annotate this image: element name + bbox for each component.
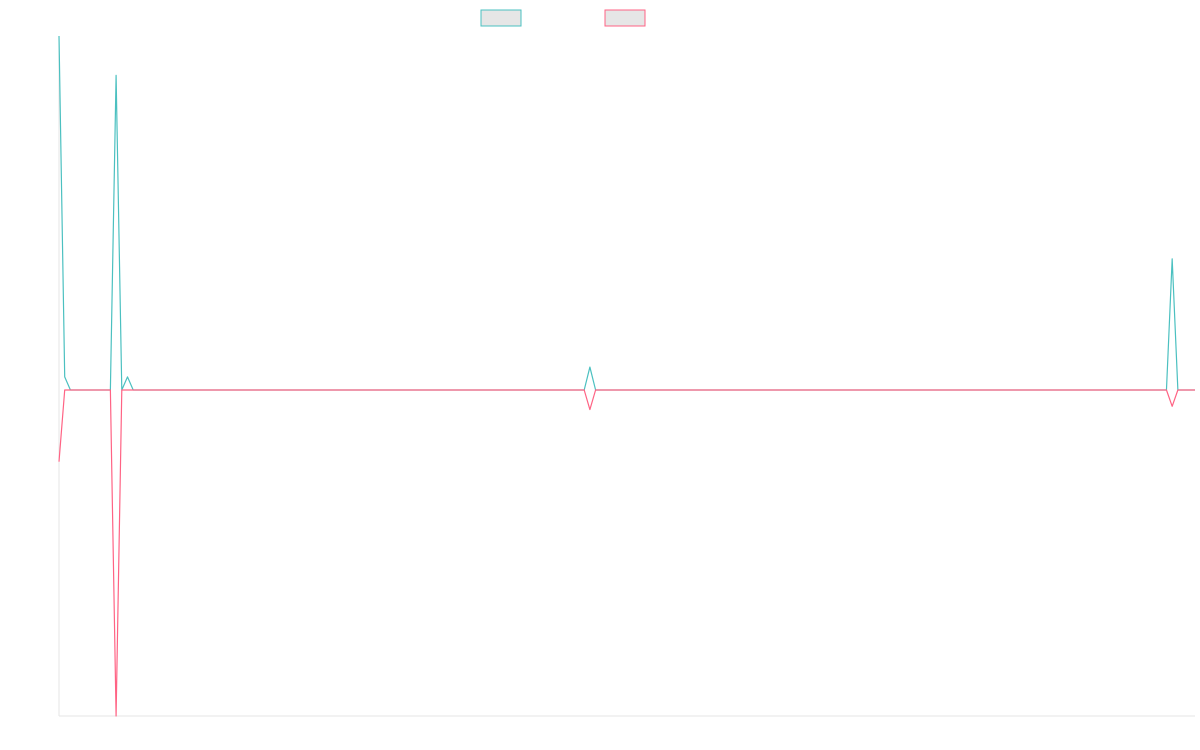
series-layer — [58, 35, 1195, 717]
legend-swatch-series-2[interactable] — [604, 9, 646, 27]
series-line-1 — [58, 35, 1195, 391]
legend-swatch-series-1[interactable] — [480, 9, 522, 27]
series-line-2 — [58, 389, 1195, 717]
